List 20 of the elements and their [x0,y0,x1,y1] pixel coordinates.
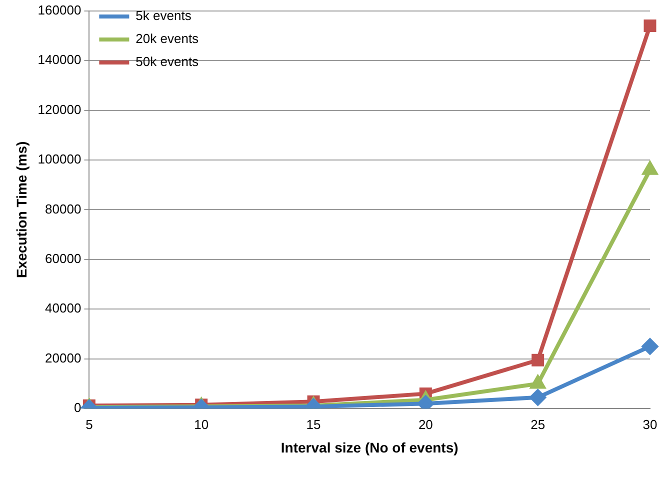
x-tick-label: 10 [194,416,209,432]
y-tick-label: 40000 [45,300,82,316]
x-tick-label: 30 [642,416,658,432]
x-axis-title: Interval size (No of events) [280,439,458,456]
legend-label: 50k events [136,54,200,70]
y-tick-label: 60000 [45,251,82,266]
y-tick-label: 120000 [38,102,82,117]
y-tick-label: 0 [74,400,82,416]
legend-label: 5k events [136,8,192,24]
y-axis-title: Execution Time (ms) [13,141,30,278]
y-tick-label: 160000 [38,2,82,18]
y-tick-label: 80000 [45,201,82,216]
y-tick-label: 20000 [45,350,82,366]
y-tick-label: 140000 [38,52,82,68]
x-tick-label: 5 [86,416,93,432]
x-tick-label: 25 [530,416,546,432]
y-tick-label: 100000 [38,152,82,167]
x-tick-label: 15 [306,416,321,432]
x-tick-label: 20 [418,416,433,432]
legend-label: 20k events [136,31,200,46]
